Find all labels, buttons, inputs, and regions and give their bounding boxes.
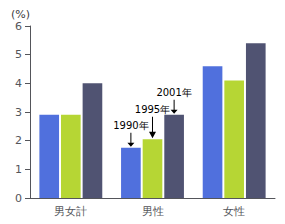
svg-text:女性: 女性 <box>223 205 245 218</box>
svg-text:2001年: 2001年 <box>156 87 191 98</box>
svg-text:5: 5 <box>15 48 22 61</box>
svg-text:1: 1 <box>15 163 22 176</box>
svg-text:男女計: 男女計 <box>54 205 87 218</box>
svg-text:男性: 男性 <box>142 205 164 218</box>
svg-text:4: 4 <box>15 77 22 90</box>
svg-text:1990年: 1990年 <box>113 120 148 131</box>
svg-text:1995年: 1995年 <box>135 104 170 115</box>
svg-text:3: 3 <box>15 106 22 119</box>
svg-text:6: 6 <box>15 20 22 33</box>
svg-text:(%): (%) <box>11 8 30 21</box>
svg-text:2: 2 <box>15 134 22 147</box>
svg-text:0: 0 <box>15 192 22 205</box>
